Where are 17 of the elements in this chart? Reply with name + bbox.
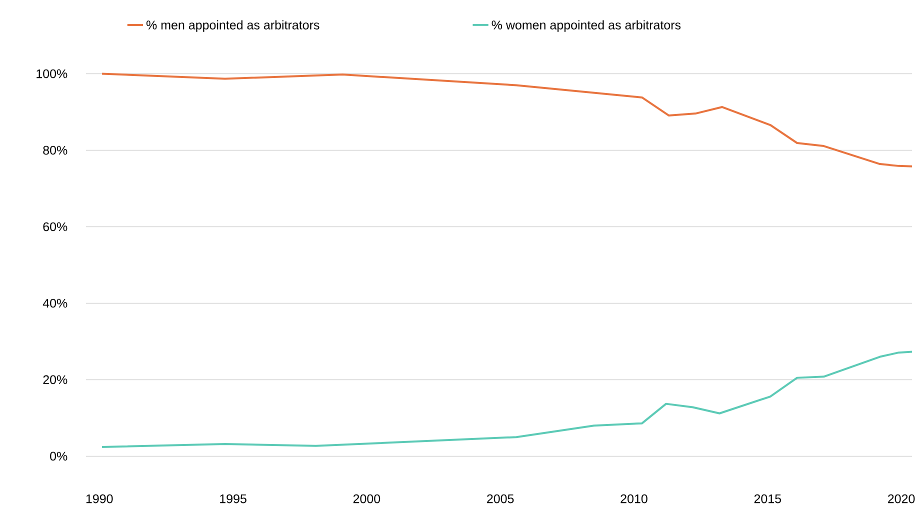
x-tick-label: 2010: [620, 494, 648, 504]
y-tick-label: 60%: [43, 222, 68, 232]
y-tick-label: 0%: [50, 452, 68, 461]
y-tick-label: 100%: [36, 69, 68, 78]
x-tick-label: 1990: [86, 494, 113, 504]
y-tick-label: 20%: [43, 375, 68, 384]
y-tick-label: 40%: [42, 298, 68, 308]
x-tick-label: 2000: [353, 494, 380, 504]
x-tick-label: 2005: [487, 494, 514, 504]
line-series: [101, 350, 912, 448]
legend-label: % women appointed as arbitrators: [492, 20, 681, 32]
line-series: [101, 72, 912, 168]
legend-label: % men appointed as arbitrators: [146, 20, 320, 32]
x-tick-label: 1995: [220, 494, 246, 504]
x-tick-label: 2015: [754, 494, 782, 504]
x-tick-label: 2020: [888, 494, 915, 504]
y-tick-label: 80%: [43, 146, 68, 155]
